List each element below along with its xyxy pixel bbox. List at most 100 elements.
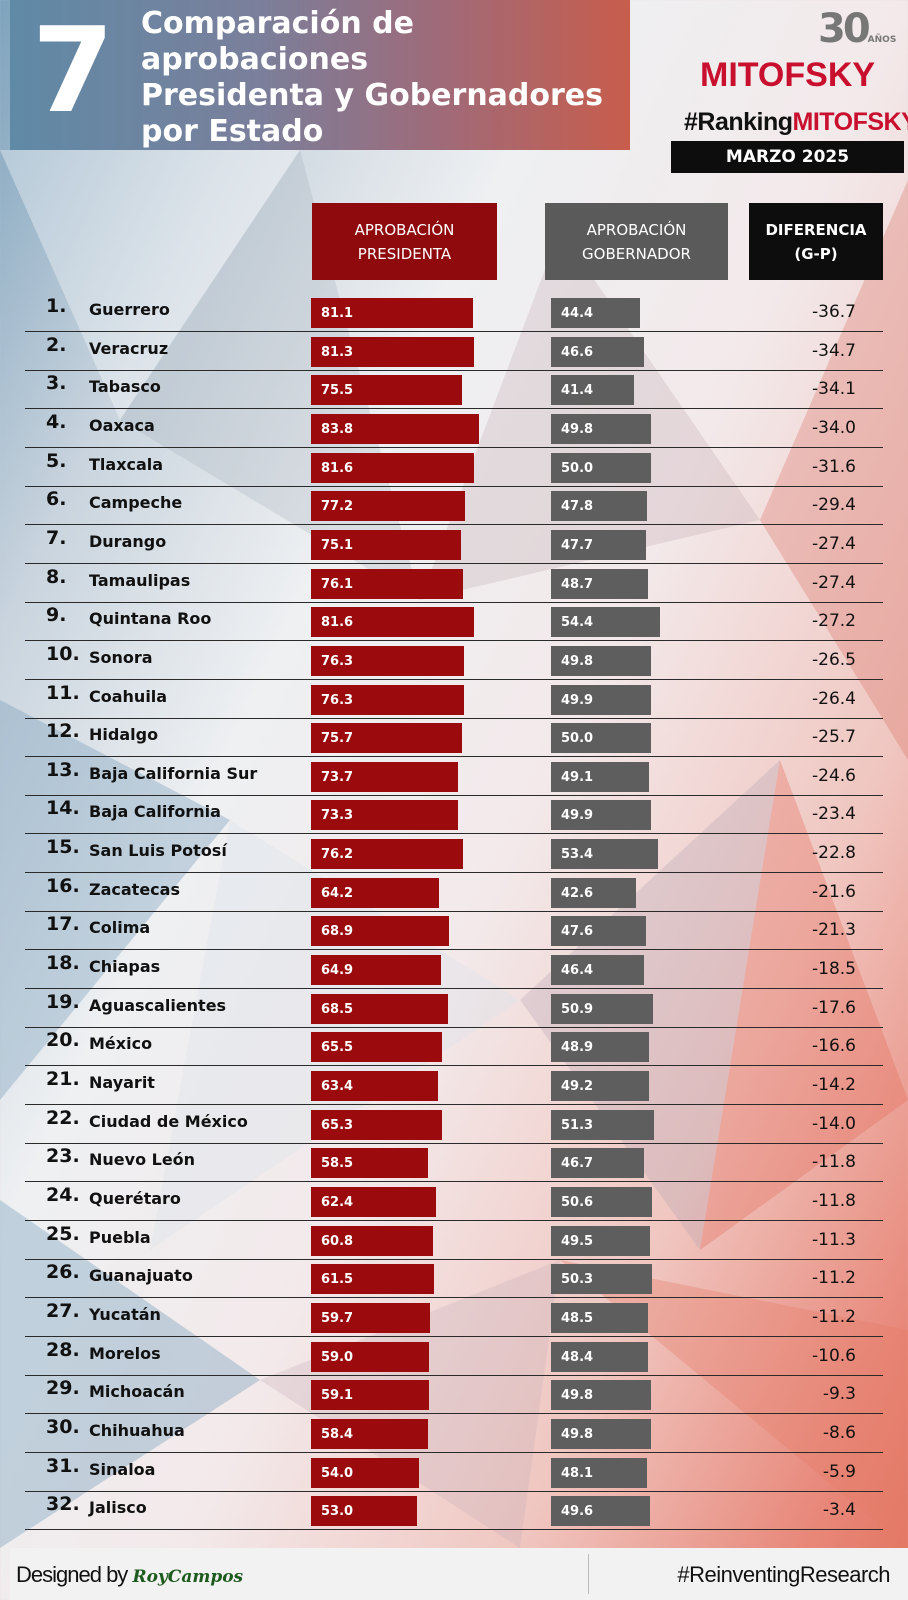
- difference-value: -10.6: [812, 1345, 856, 1366]
- state-name: Sonora: [89, 647, 153, 667]
- bar-presidenta: 76.1: [311, 568, 464, 599]
- bar-gobernador: 49.1: [551, 761, 650, 792]
- state-name: Veracruz: [89, 338, 169, 358]
- bar-presidenta: 76.2: [311, 839, 464, 870]
- state-name: Coahuila: [89, 686, 168, 706]
- state-name: Quintana Roo: [89, 609, 212, 629]
- table-row: 5. Tlaxcala 81.6 50.0 -31.6: [25, 447, 883, 487]
- table-row: 15. San Luis Potosí 76.2 53.4 -22.8: [25, 833, 883, 874]
- difference-value: -18.5: [812, 959, 856, 980]
- rank-number: 5.: [46, 449, 67, 472]
- bar-presidenta-label: 76.1: [321, 576, 354, 592]
- bar-presidenta: 59.0: [311, 1341, 429, 1372]
- bar-presidenta: 83.8: [311, 413, 479, 444]
- bar-gobernador-label: 54.4: [561, 615, 594, 631]
- bar-gobernador: 50.9: [551, 993, 653, 1024]
- table-row: 20. México 65.5 48.9 -16.6: [25, 1026, 883, 1067]
- bar-gobernador-label: 51.3: [561, 1117, 594, 1133]
- table-row: 23. Nuevo León 58.5 46.7 -11.8: [25, 1142, 883, 1183]
- column-header-presidenta: APROBACIÓN PRESIDENTA: [312, 203, 497, 280]
- anniversary-label: AÑOS: [867, 35, 897, 45]
- rank-number: 9.: [46, 604, 67, 627]
- table-row: 3. Tabasco 75.5 41.4 -34.1: [25, 369, 883, 410]
- designer-credit: Designed by RoyCampos: [16, 1562, 243, 1588]
- rank-number: 30.: [46, 1415, 80, 1438]
- bar-gobernador-label: 50.0: [561, 460, 594, 476]
- state-name: Querétaro: [89, 1188, 181, 1208]
- state-name: Morelos: [89, 1343, 161, 1363]
- title-line: Presidenta y Gobernadores: [141, 78, 604, 113]
- bar-gobernador-label: 48.1: [561, 1465, 594, 1481]
- state-name: San Luis Potosí: [89, 841, 227, 861]
- state-name: Nayarit: [89, 1073, 155, 1092]
- rank-number: 23.: [46, 1145, 80, 1168]
- bar-presidenta-label: 61.5: [321, 1272, 354, 1288]
- footer-divider: [588, 1554, 589, 1594]
- table-row: 17. Colima 68.9 47.6 -21.3: [25, 910, 883, 951]
- table-row: 10. Sonora 76.3 49.8 -26.5: [25, 640, 883, 680]
- bar-gobernador-label: 48.9: [561, 1040, 594, 1056]
- bar-presidenta-label: 60.8: [321, 1233, 354, 1249]
- state-name: Aguascalientes: [89, 995, 227, 1015]
- rank-number: 7.: [46, 526, 67, 549]
- bar-presidenta-label: 76.2: [321, 847, 354, 863]
- bar-gobernador-label: 49.2: [561, 1079, 594, 1094]
- bar-gobernador-label: 49.8: [561, 421, 594, 437]
- bar-presidenta-label: 63.4: [321, 1079, 354, 1094]
- bar-gobernador: 51.3: [551, 1109, 654, 1140]
- difference-value: -27.4: [812, 533, 856, 554]
- bar-presidenta-label: 81.6: [321, 460, 354, 476]
- bar-presidenta: 64.9: [311, 955, 441, 986]
- bar-presidenta-label: 53.0: [321, 1504, 354, 1520]
- bar-gobernador: 42.6: [551, 877, 637, 908]
- bar-presidenta: 58.4: [311, 1418, 428, 1449]
- state-name: Puebla: [89, 1227, 151, 1247]
- table-row: 26. Guanajuato 61.5 50.3 -11.2: [25, 1258, 883, 1299]
- bar-presidenta-label: 64.2: [321, 885, 354, 901]
- state-name: Oaxaca: [89, 415, 155, 435]
- designer-signature: RoyCampos: [132, 1567, 244, 1587]
- state-name: Tlaxcala: [89, 454, 164, 474]
- bar-presidenta: 75.1: [311, 529, 462, 560]
- state-name: Jalisco: [89, 1498, 147, 1518]
- bar-presidenta: 58.5: [311, 1148, 428, 1179]
- difference-value: -25.7: [812, 727, 856, 748]
- bar-gobernador: 49.9: [551, 684, 651, 715]
- state-name: Tamaulipas: [89, 570, 191, 590]
- bar-gobernador-label: 49.5: [561, 1233, 594, 1249]
- bar-presidenta-label: 68.9: [321, 924, 354, 940]
- bar-gobernador: 50.0: [551, 452, 651, 483]
- rank-number: 24.: [46, 1183, 80, 1206]
- state-name: Baja California: [89, 802, 221, 822]
- title-line: Comparación de aprobaciones: [141, 6, 414, 77]
- bar-presidenta: 53.0: [311, 1496, 417, 1527]
- state-name: Colima: [89, 918, 151, 938]
- difference-value: -27.2: [812, 611, 856, 632]
- bar-presidenta: 61.5: [311, 1264, 434, 1295]
- state-name: Tabasco: [89, 377, 161, 397]
- rank-number: 6.: [46, 488, 67, 511]
- bar-presidenta-label: 83.8: [321, 421, 354, 437]
- table-row: 4. Oaxaca 83.8 49.8 -34.0: [25, 408, 883, 448]
- bar-presidenta: 62.4: [311, 1186, 436, 1217]
- bar-presidenta-label: 76.3: [321, 653, 354, 669]
- bar-presidenta: 75.7: [311, 723, 463, 754]
- table-row: 6. Campeche 77.2 47.8 -29.4: [25, 485, 883, 526]
- bar-presidenta-label: 68.5: [321, 1001, 354, 1017]
- rank-number: 26.: [46, 1261, 80, 1284]
- bar-presidenta: 77.2: [311, 491, 466, 522]
- difference-value: -14.0: [812, 1113, 856, 1134]
- bar-presidenta: 75.5: [311, 375, 462, 406]
- bar-presidenta: 81.6: [311, 452, 475, 483]
- bar-gobernador: 47.8: [551, 491, 647, 522]
- bar-gobernador-label: 47.8: [561, 499, 594, 515]
- difference-value: -11.3: [812, 1229, 856, 1250]
- difference-value: -26.5: [812, 649, 856, 670]
- bar-gobernador: 48.7: [551, 568, 649, 599]
- bar-presidenta-label: 58.5: [321, 1156, 354, 1172]
- bar-gobernador-label: 48.7: [561, 576, 594, 592]
- bar-gobernador-label: 46.6: [561, 344, 594, 360]
- difference-value: -36.7: [812, 302, 856, 322]
- bar-gobernador: 48.5: [551, 1302, 648, 1333]
- bar-gobernador-label: 49.9: [561, 808, 594, 824]
